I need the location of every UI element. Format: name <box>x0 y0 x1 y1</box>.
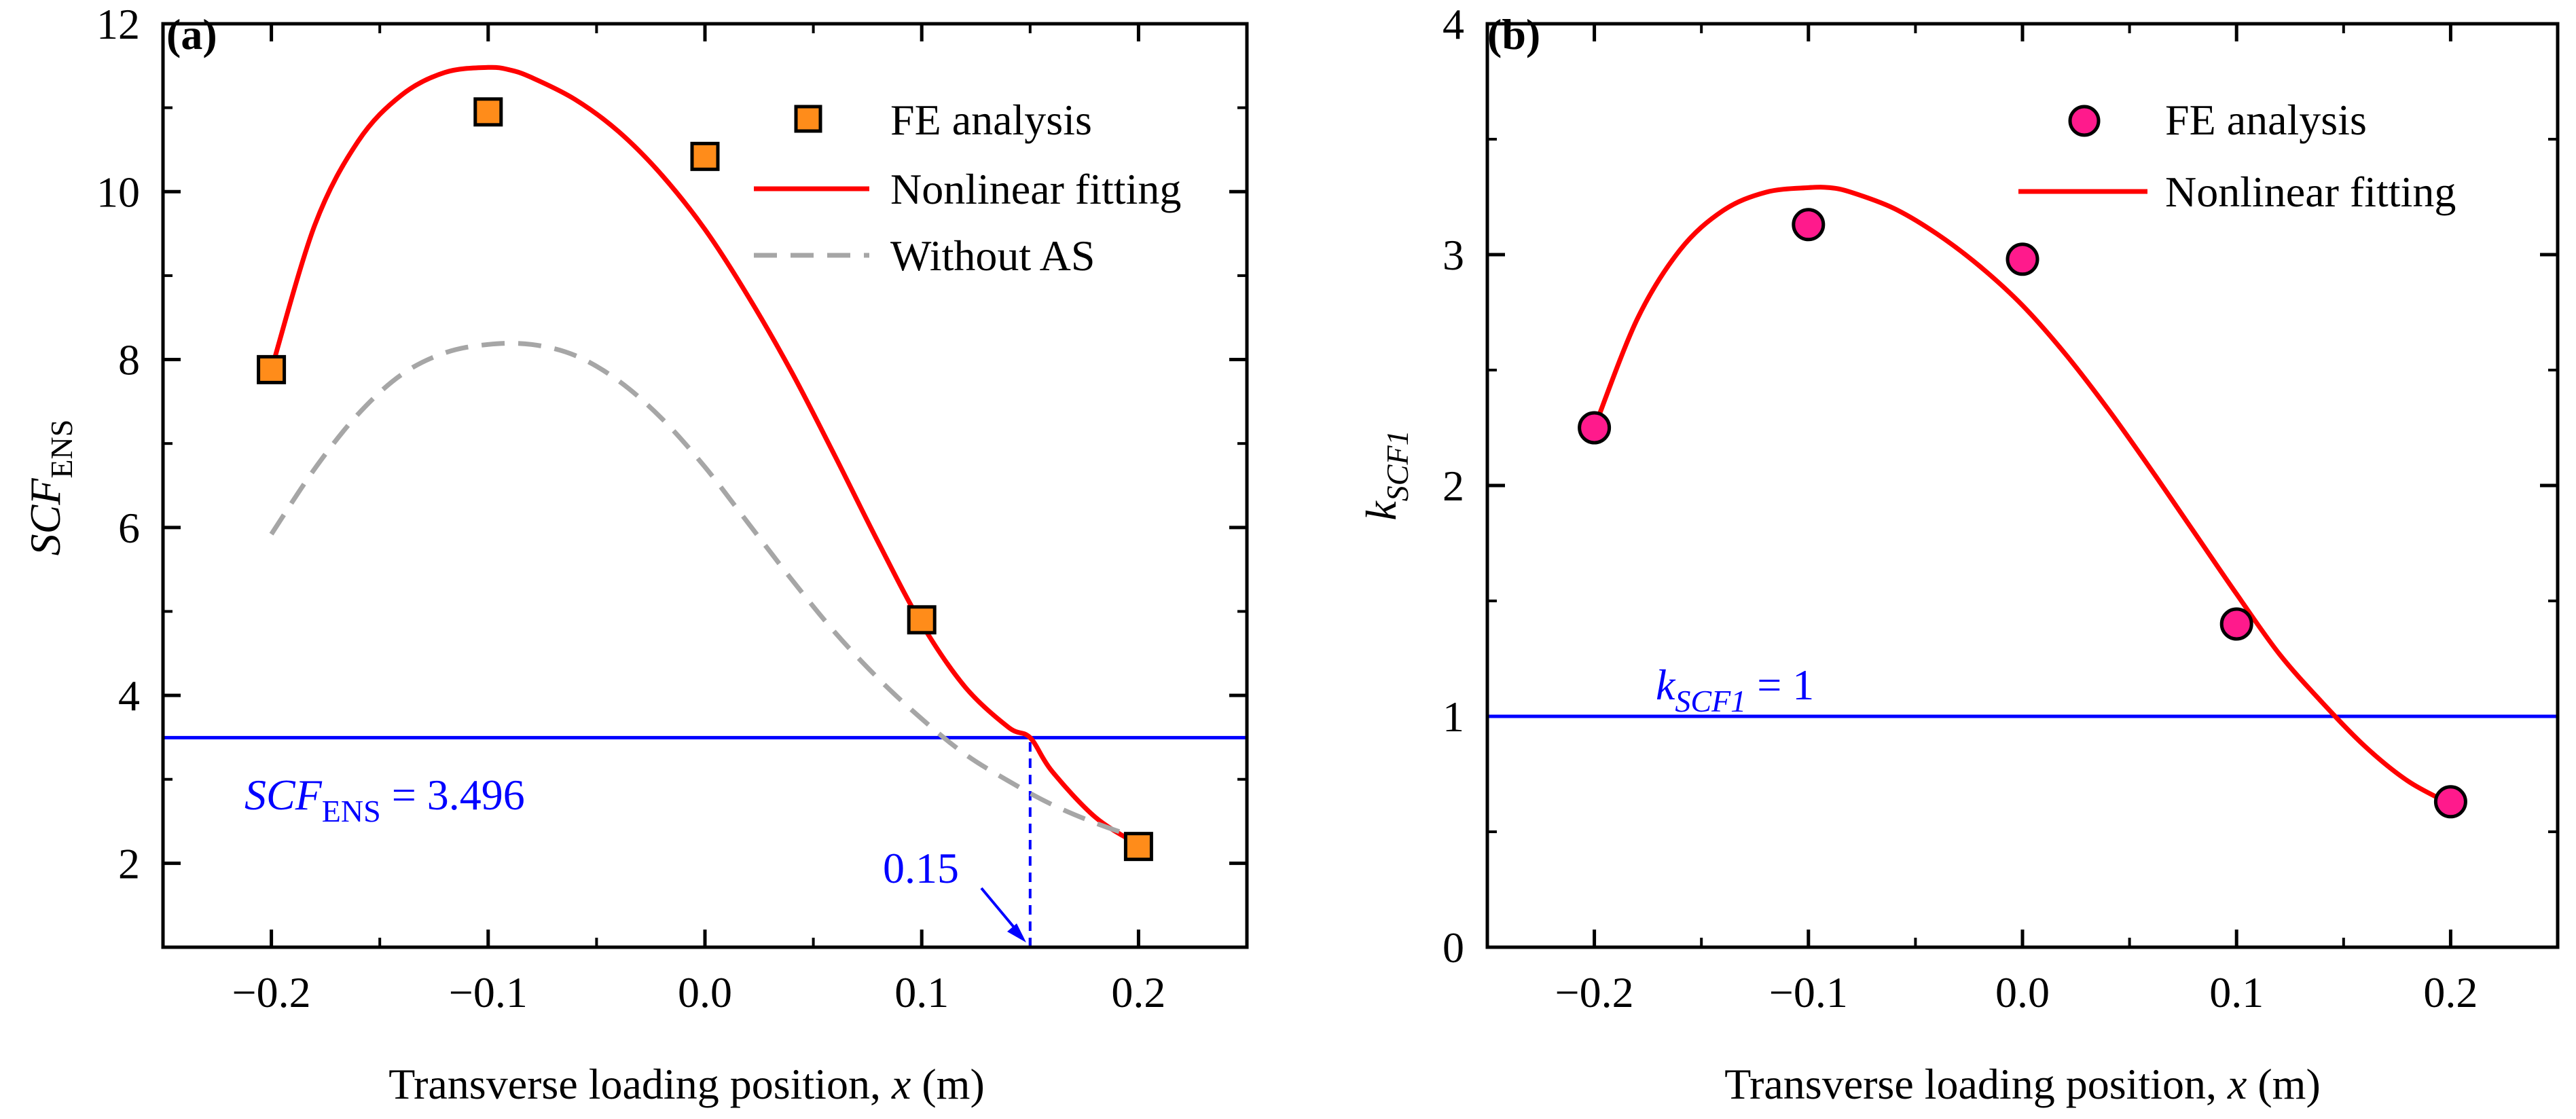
panel-a-x-tick-label: 0.0 <box>678 968 732 1016</box>
panel-a-curves <box>163 65 1247 947</box>
panel-a-hline-label: SCFENS = 3.496 <box>244 771 525 828</box>
panel-b-x-tick-label: −0.1 <box>1769 968 1848 1016</box>
panel-b-y-tick-label: 0 <box>1443 923 1464 972</box>
panel-b-legend-fe-label: FE analysis <box>2165 96 2367 144</box>
panel-b-x-tick-label: 0.2 <box>2423 968 2478 1016</box>
panel-a-xlabel: Transverse loading position, x (m) <box>388 1060 985 1108</box>
panel-b-fe-point <box>2219 607 2253 641</box>
panel-b-markers <box>1578 208 2467 819</box>
panel-a-ylabel: SCFENS <box>21 420 79 556</box>
panel-b-label: (b) <box>1487 10 1540 58</box>
panel-b-frame <box>1485 22 2560 949</box>
panel-a-x-tick-label: −0.1 <box>449 968 528 1016</box>
panel-a-y-tick-label: 8 <box>118 336 140 384</box>
panel-a-y-tick-label: 4 <box>118 672 140 720</box>
panel-a-markers <box>257 97 1153 862</box>
panel-b-y-tick-label: 3 <box>1443 231 1464 279</box>
panel-a-x-tick-label: 0.1 <box>894 968 949 1016</box>
panel-b-legend-fe-marker <box>2068 105 2101 137</box>
panel-a-series-2-line <box>269 340 1140 841</box>
panel-a-legend-fit-label: Nonlinear fitting <box>890 165 1181 213</box>
panel-b-x-tick-label: 0.1 <box>2209 968 2264 1016</box>
panel-a-y-tick-label: 2 <box>118 839 140 887</box>
panel-a-frame <box>161 22 1249 949</box>
panel-b-x-tick-label: −0.2 <box>1555 968 1634 1016</box>
panel-b-fe-point <box>2006 242 2039 276</box>
panel-a-fe-point <box>690 141 720 171</box>
panel-b-fe-point <box>2433 785 2467 819</box>
panel-b-y-tick-label: 1 <box>1443 693 1464 741</box>
panel-a-y-tick-label: 12 <box>96 0 140 48</box>
panel-a-legend: FE analysis Nonlinear fitting Without AS <box>754 96 1181 280</box>
panel-b-y-tick-label: 2 <box>1443 462 1464 510</box>
panel-a-vline-label: 0.15 <box>883 844 959 892</box>
panel-b-fe-point <box>1792 208 1826 242</box>
panel-a-fe-point <box>907 605 937 635</box>
panel-a-arrow <box>980 887 1026 942</box>
panel-a-label: (a) <box>166 10 217 58</box>
panel-b-curves <box>1487 185 2558 807</box>
panel-a-legend-fe-label: FE analysis <box>890 96 1092 144</box>
panel-a-legend-fe-marker <box>794 105 822 133</box>
panel-b-ylabel: kSCF1 <box>1357 430 1415 520</box>
panel-a-y-tick-label: 10 <box>96 168 140 216</box>
panel-a-ticks: −0.2 −0.1 0.0 0.1 0.2 2 4 6 8 10 12 <box>96 0 1248 1016</box>
panel-b-fe-point <box>1578 411 1612 445</box>
panel-a-fe-point <box>257 354 287 384</box>
panel-b: (b) −0.2 −0.1 0.0 0.1 0.2 0 1 2 3 4 kSCF1 = 1 FE … <box>1357 0 2560 1108</box>
panel-b-x-tick-label: 0.0 <box>1995 968 2050 1016</box>
panel-a-y-tick-label: 6 <box>118 504 140 552</box>
panel-a-x-tick-label: 0.2 <box>1111 968 1165 1016</box>
panel-a: (a) −0.2 −0.1 0.0 0.1 0.2 2 4 6 8 10 12 SCFENS = 3… <box>21 0 1249 1108</box>
panel-a-legend-noas-label: Without AS <box>890 232 1095 280</box>
panel-b-xlabel: Transverse loading position, x (m) <box>1724 1060 2321 1108</box>
panel-b-ticks: −0.2 −0.1 0.0 0.1 0.2 0 1 2 3 4 <box>1443 0 2559 1016</box>
panel-a-fe-point <box>1123 832 1153 862</box>
panel-a-series-1-line <box>269 65 1140 847</box>
panel-b-y-tick-label: 4 <box>1443 0 1464 48</box>
panel-a-fe-point <box>473 97 503 127</box>
panel-b-series-1-line <box>1592 185 2452 807</box>
panel-b-legend: FE analysis Nonlinear fitting <box>2018 96 2456 216</box>
panel-a-x-tick-label: −0.2 <box>232 968 311 1016</box>
panel-b-hline-label: kSCF1 = 1 <box>1656 661 1814 718</box>
panel-b-legend-fit-label: Nonlinear fitting <box>2165 168 2456 216</box>
